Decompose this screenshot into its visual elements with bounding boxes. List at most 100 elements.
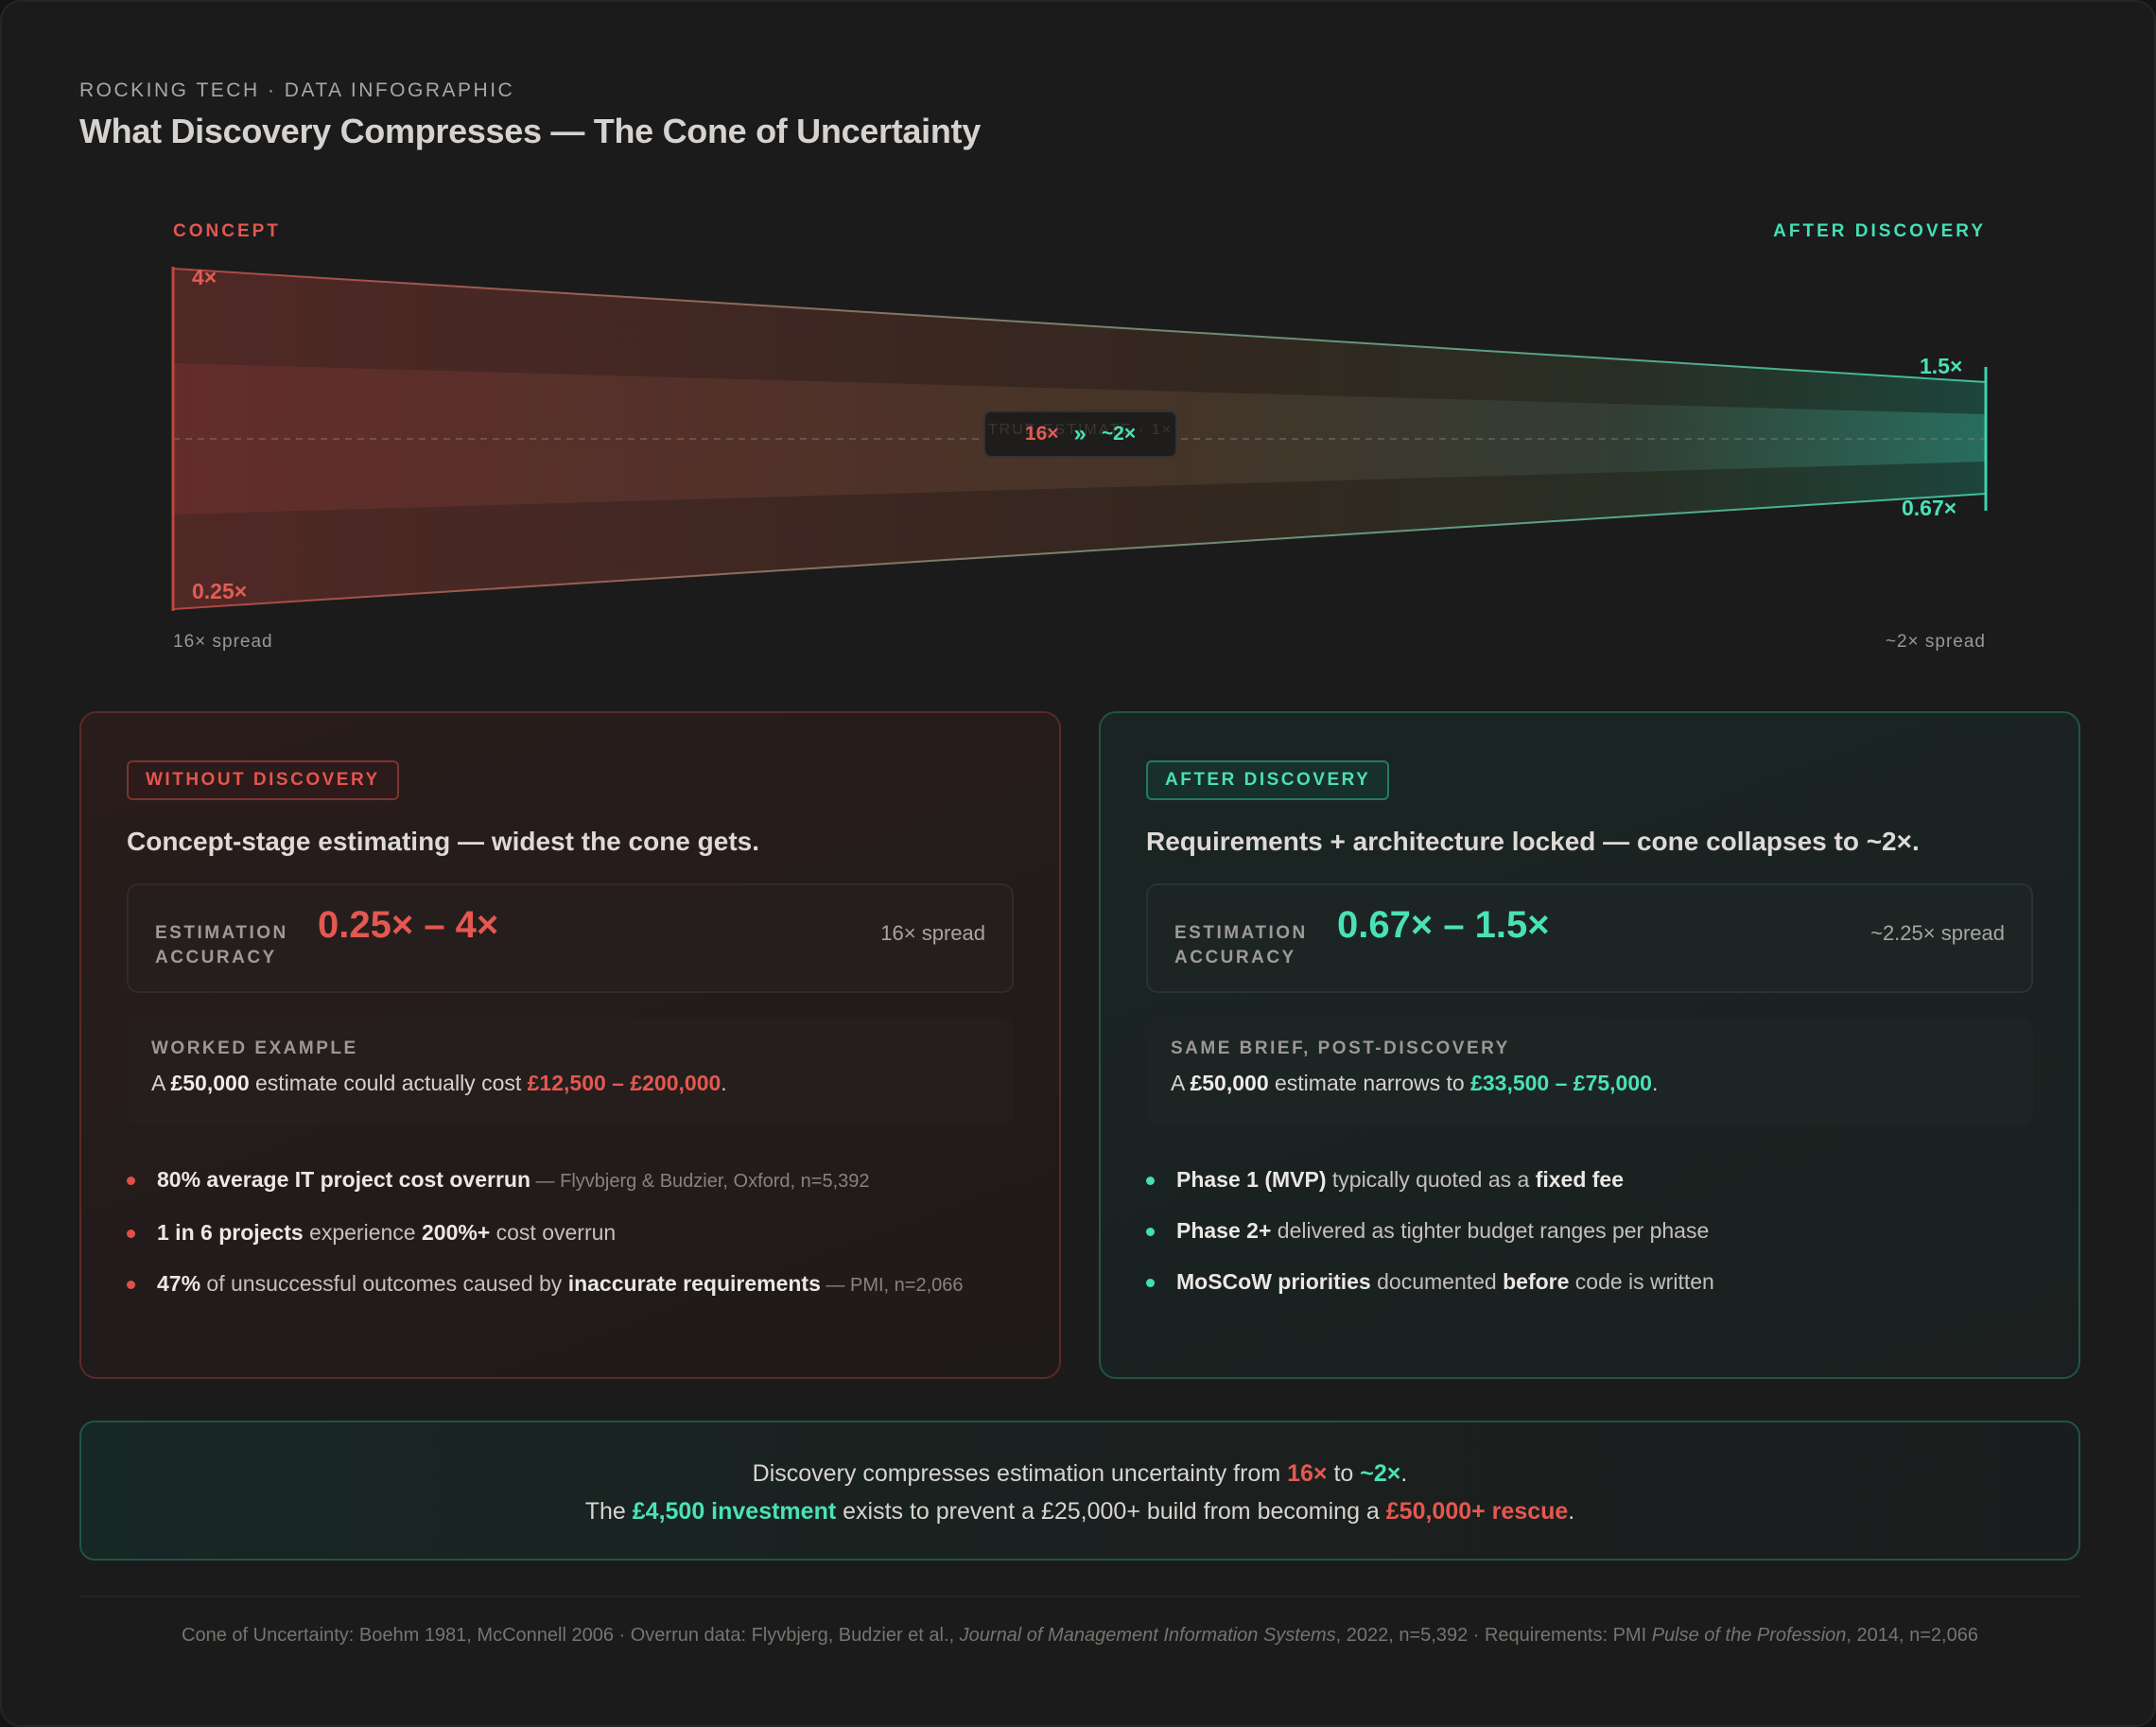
- after-bullets: Phase 1 (MVP) typically quoted as a fixe…: [1146, 1163, 2033, 1298]
- summary-from: 16×: [1287, 1460, 1328, 1487]
- footer-text: , 2014, n=2,066: [1846, 1625, 1978, 1646]
- left-spread-note: 16× spread: [173, 632, 273, 652]
- accuracy-label-line-2: ACCURACY: [1174, 948, 1296, 968]
- example-post: .: [721, 1071, 727, 1095]
- accuracy-label-line-1: ESTIMATION: [1174, 923, 1308, 943]
- example-range: £12,500 – £200,000: [527, 1071, 722, 1095]
- concept-label: CONCEPT: [173, 221, 281, 241]
- summary-line-2: The £4,500 investment exists to prevent …: [81, 1492, 2078, 1530]
- accuracy-label: ESTIMATION ACCURACY: [1174, 921, 1308, 970]
- without-accuracy-spread: 16× spread: [880, 921, 985, 945]
- summary-text: to: [1327, 1460, 1361, 1487]
- without-example-box: WORKED EXAMPLE A £50,000 estimate could …: [127, 1018, 1014, 1125]
- example-pre: A: [1171, 1071, 1191, 1095]
- without-accuracy-box: ESTIMATION ACCURACY 0.25× – 4× 16× sprea…: [127, 883, 1014, 993]
- bullet-text: experience: [303, 1220, 422, 1245]
- cone-of-uncertainty: CONCEPT AFTER DISCOVERY 4× 0.25× 1.5× 0.…: [2, 210, 2156, 673]
- list-item: 80% average IT project cost overrun — Fl…: [127, 1163, 1014, 1197]
- badge-from: 16×: [1024, 423, 1059, 445]
- bullet-text-2: code is written: [1569, 1269, 1714, 1294]
- eyebrow: ROCKING TECH · DATA INFOGRAPHIC: [79, 79, 515, 101]
- summary-text: .: [1400, 1460, 1408, 1487]
- badge-to: ~2×: [1101, 423, 1137, 445]
- without-discovery-panel: WITHOUT DISCOVERY Concept-stage estimati…: [79, 711, 1061, 1379]
- example-text: A £50,000 estimate narrows to £33,500 – …: [1171, 1071, 2008, 1096]
- without-discovery-tag: WITHOUT DISCOVERY: [127, 760, 399, 800]
- summary-line-1: Discovery compresses estimation uncertai…: [81, 1455, 2078, 1492]
- example-pre: A: [151, 1071, 171, 1095]
- example-mid: estimate could actually cost: [249, 1071, 528, 1095]
- after-accuracy-range: 0.67× – 1.5×: [1337, 904, 1550, 946]
- example-mid: estimate narrows to: [1268, 1071, 1471, 1095]
- after-discovery-panel: AFTER DISCOVERY Requirements + architect…: [1099, 711, 2080, 1379]
- example-label: WORKED EXAMPLE: [151, 1038, 358, 1058]
- footer-text: Cone of Uncertainty: Boehm 1981, McConne…: [182, 1625, 960, 1646]
- footer-report: Pulse of the Profession: [1651, 1625, 1847, 1646]
- left-lower-multiplier: 0.25×: [192, 579, 248, 603]
- after-accuracy-box: ESTIMATION ACCURACY 0.67× – 1.5× ~2.25× …: [1146, 883, 2033, 993]
- bullet-bold-2: before: [1503, 1269, 1570, 1294]
- summary-rescue: £50,000+ rescue: [1385, 1498, 1569, 1525]
- compression-badge: TRUE ESTIMATE · 1× 16× » ~2×: [983, 410, 1177, 458]
- example-post: .: [1651, 1071, 1659, 1095]
- after-accuracy-spread: ~2.25× spread: [1870, 921, 2005, 945]
- summary-box: Discovery compresses estimation uncertai…: [79, 1421, 2080, 1561]
- accuracy-label: ESTIMATION ACCURACY: [155, 921, 288, 970]
- left-upper-multiplier: 4×: [192, 265, 217, 289]
- bullet-bold: 1 in 6 projects: [157, 1220, 304, 1245]
- list-item: 47% of unsuccessful outcomes caused by i…: [127, 1267, 1014, 1301]
- bullet-bold-2: fixed fee: [1535, 1167, 1625, 1192]
- bullet-bold: Phase 1 (MVP): [1176, 1167, 1327, 1192]
- example-range: £33,500 – £75,000: [1470, 1071, 1652, 1095]
- bullet-text: of unsuccessful outcomes caused by: [200, 1271, 568, 1296]
- example-label: SAME BRIEF, POST-DISCOVERY: [1171, 1038, 1510, 1058]
- bullet-bold: 47%: [157, 1271, 201, 1296]
- after-discovery-tag: AFTER DISCOVERY: [1146, 760, 1390, 800]
- example-amount: £50,000: [1190, 1071, 1269, 1095]
- right-spread-note: ~2× spread: [1885, 632, 1986, 652]
- after-example-box: SAME BRIEF, POST-DISCOVERY A £50,000 est…: [1146, 1018, 2033, 1125]
- summary-text: exists to prevent a £25,000+ build from …: [836, 1498, 1386, 1525]
- list-item: Phase 1 (MVP) typically quoted as a fixe…: [1146, 1163, 2033, 1195]
- bullet-bold-2: inaccurate requirements: [567, 1271, 821, 1296]
- without-accuracy-range: 0.25× – 4×: [318, 904, 499, 946]
- after-headline: Requirements + architecture locked — con…: [1146, 827, 1920, 856]
- page-title: What Discovery Compresses — The Cone of …: [79, 112, 981, 150]
- accuracy-label-line-1: ESTIMATION: [155, 923, 288, 943]
- bullet-source: — Flyvbjerg & Budzier, Oxford, n=5,392: [530, 1171, 870, 1192]
- bullet-bold: 80% average IT project cost overrun: [157, 1167, 530, 1192]
- footer-journal: Journal of Management Information System…: [959, 1625, 1336, 1646]
- bullet-text: typically quoted as a: [1326, 1167, 1536, 1192]
- bullet-text-2: cost overrun: [490, 1220, 617, 1245]
- cone-top-edge: [172, 268, 1987, 383]
- double-chevron-icon: »: [1073, 421, 1087, 446]
- list-item: MoSCoW priorities documented before code…: [1146, 1265, 2033, 1298]
- bullet-source: — PMI, n=2,066: [820, 1275, 964, 1296]
- accuracy-label-line-2: ACCURACY: [155, 948, 277, 968]
- footer-text: , 2022, n=5,392 · Requirements: PMI: [1335, 1625, 1652, 1646]
- bullet-bold-2: 200%+: [421, 1220, 491, 1245]
- bullet-bold: MoSCoW priorities: [1176, 1269, 1371, 1294]
- example-text: A £50,000 estimate could actually cost £…: [151, 1071, 989, 1096]
- summary-text: .: [1568, 1498, 1575, 1525]
- list-item: Phase 2+ delivered as tighter budget ran…: [1146, 1214, 2033, 1247]
- summary-to: ~2×: [1360, 1460, 1401, 1487]
- summary-text: The: [584, 1498, 633, 1525]
- summary-investment: £4,500 investment: [632, 1498, 837, 1525]
- summary-text: Discovery compresses estimation uncertai…: [752, 1460, 1288, 1487]
- right-upper-multiplier: 1.5×: [1920, 354, 1963, 378]
- example-amount: £50,000: [170, 1071, 250, 1095]
- bullet-text: delivered as tighter budget ranges per p…: [1271, 1218, 1710, 1243]
- list-item: 1 in 6 projects experience 200%+ cost ov…: [127, 1216, 1014, 1248]
- divider: [79, 1596, 2080, 1597]
- sources-footer: Cone of Uncertainty: Boehm 1981, McConne…: [2, 1625, 2156, 1647]
- bullet-text: documented: [1370, 1269, 1504, 1294]
- after-discovery-label: AFTER DISCOVERY: [1773, 221, 1986, 241]
- bullet-bold: Phase 2+: [1176, 1218, 1272, 1243]
- true-estimate-ghost-label: TRUE ESTIMATE · 1×: [987, 422, 1174, 438]
- cone-bottom-edge: [172, 493, 1987, 610]
- right-lower-multiplier: 0.67×: [1902, 496, 1957, 520]
- without-headline: Concept-stage estimating — widest the co…: [127, 827, 760, 856]
- without-bullets: 80% average IT project cost overrun — Fl…: [127, 1163, 1014, 1301]
